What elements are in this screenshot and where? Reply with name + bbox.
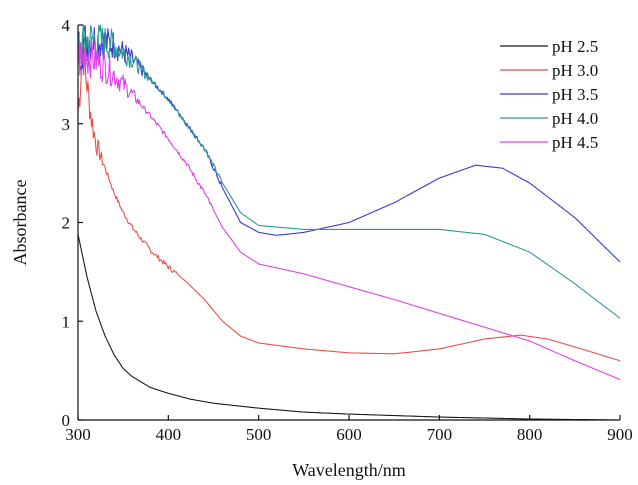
y-tick-label: 1 [62, 312, 71, 331]
x-tick-label: 900 [607, 425, 633, 444]
x-axis-title: Wavelength/nm [292, 460, 406, 480]
legend-label: pH 2.5 [552, 37, 598, 56]
y-tick-label: 2 [62, 214, 71, 233]
y-ticks: 0 1 2 3 4 [62, 16, 83, 430]
axes: 300 400 500 600 700 800 900 0 1 2 3 4 [62, 16, 633, 444]
x-tick-label: 500 [246, 425, 272, 444]
x-tick-label: 400 [156, 425, 182, 444]
series-line-4 [77, 24, 621, 319]
x-tick-label: 600 [336, 425, 362, 444]
series-line-5 [77, 36, 621, 381]
series-line-3 [77, 25, 621, 263]
legend-label: pH 3.0 [552, 61, 598, 80]
x-tick-label: 300 [65, 425, 91, 444]
y-tick-label: 0 [62, 411, 71, 430]
x-ticks: 300 400 500 600 700 800 900 [65, 415, 633, 444]
y-tick-label: 4 [62, 16, 71, 35]
y-axis-title: Absorbance [10, 180, 30, 266]
legend-label: pH 3.5 [552, 85, 598, 104]
series-line-2 [77, 47, 621, 362]
legend-label: pH 4.0 [552, 109, 598, 128]
x-tick-label: 700 [427, 425, 453, 444]
legend-label: pH 4.5 [552, 133, 598, 152]
plot-lines [77, 24, 621, 421]
x-tick-label: 800 [517, 425, 543, 444]
series-line-1 [77, 234, 620, 421]
y-tick-label: 3 [62, 115, 71, 134]
legend: pH 2.5 pH 3.0 pH 3.5 pH 4.0 pH 4.5 [500, 37, 598, 152]
